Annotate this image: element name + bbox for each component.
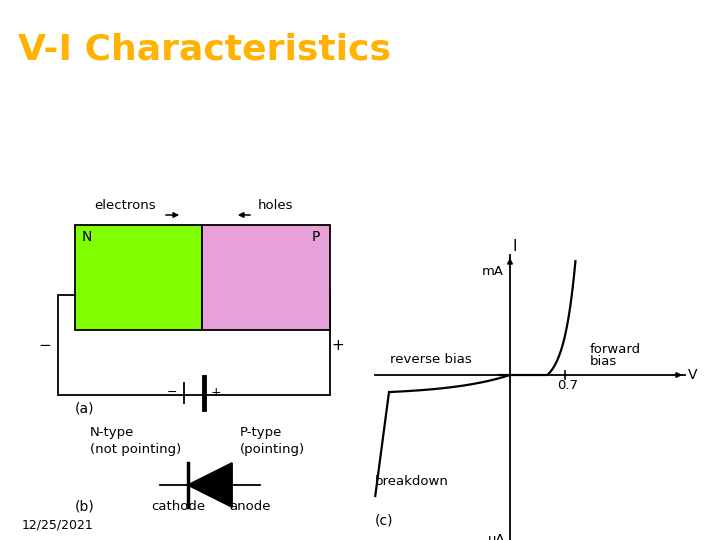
- Text: I: I: [513, 239, 518, 254]
- Text: P-type
(pointing): P-type (pointing): [240, 426, 305, 456]
- Text: +: +: [211, 386, 221, 399]
- Text: reverse bias: reverse bias: [390, 353, 472, 366]
- Bar: [75, 225, 202, 330]
- Text: V-I Characteristics: V-I Characteristics: [18, 32, 391, 66]
- Bar: [202, 225, 330, 330]
- Text: N: N: [82, 230, 92, 244]
- Text: bias: bias: [590, 355, 617, 368]
- Text: 0.7: 0.7: [557, 379, 578, 392]
- Text: breakdown: breakdown: [375, 475, 449, 488]
- Polygon shape: [188, 463, 232, 507]
- Text: (c): (c): [375, 514, 394, 528]
- Text: (a): (a): [75, 402, 94, 416]
- Text: anode: anode: [229, 500, 271, 513]
- Text: forward: forward: [590, 343, 641, 356]
- Text: 12/25/2021: 12/25/2021: [22, 518, 94, 531]
- Text: (b): (b): [75, 499, 95, 513]
- Text: holes: holes: [258, 199, 294, 212]
- Text: −: −: [39, 338, 51, 353]
- Text: N-type
(not pointing): N-type (not pointing): [90, 426, 181, 456]
- Text: μA: μA: [488, 533, 505, 540]
- Text: cathode: cathode: [151, 500, 205, 513]
- Text: +: +: [332, 338, 344, 353]
- Text: −: −: [167, 386, 177, 399]
- Text: mA: mA: [482, 265, 504, 278]
- Bar: [58, 295, 330, 395]
- Text: P: P: [312, 230, 320, 244]
- Text: electrons: electrons: [94, 199, 156, 212]
- Text: V: V: [688, 368, 698, 382]
